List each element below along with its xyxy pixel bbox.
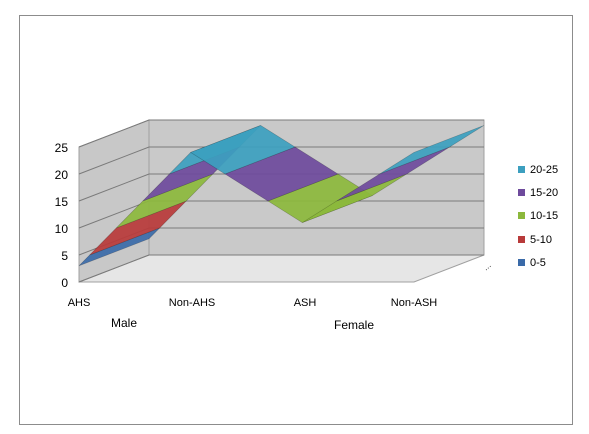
legend-swatch [518, 236, 525, 243]
legend-label: 10-15 [530, 210, 558, 222]
y-axis: 0 5 10 15 20 25 [55, 141, 69, 290]
surface-plot [78, 125, 485, 267]
gridline [78, 254, 484, 283]
legend: 20-25 15-20 10-15 5-10 0-5 [518, 164, 558, 269]
y-tick-label: 15 [55, 195, 69, 209]
group-label-male: Male [111, 316, 137, 330]
legend-swatch [518, 189, 525, 196]
y-tick-label: 0 [61, 276, 68, 290]
x-tick-label: AHS [68, 297, 91, 309]
surface-band-20-25 [379, 125, 485, 175]
legend-label: 20-25 [530, 164, 558, 176]
y-tick-label: 25 [55, 141, 69, 155]
x-tick-label: Non-AHS [169, 297, 215, 309]
stray-mark: ... [481, 260, 493, 272]
legend-label: 15-20 [530, 187, 558, 199]
group-label-female: Female [334, 318, 374, 332]
x-tick-label: ASH [294, 297, 317, 309]
x-axis: AHS Non-AHS ASH Non-ASH Male Female [68, 297, 438, 332]
x-tick-label: Non-ASH [391, 297, 438, 309]
legend-swatch [518, 259, 525, 266]
chart-walls [78, 119, 485, 283]
legend-label: 0-5 [530, 257, 546, 269]
gridline [78, 146, 484, 175]
y-tick-label: 20 [55, 168, 69, 182]
surface-band-20-25 [190, 125, 296, 175]
y-tick-label: 5 [61, 249, 68, 263]
gridline [78, 119, 484, 148]
legend-label: 5-10 [530, 234, 552, 246]
legend-swatch [518, 212, 525, 219]
gridline [78, 173, 484, 202]
legend-swatch [518, 166, 525, 173]
y-tick-label: 10 [55, 222, 69, 236]
